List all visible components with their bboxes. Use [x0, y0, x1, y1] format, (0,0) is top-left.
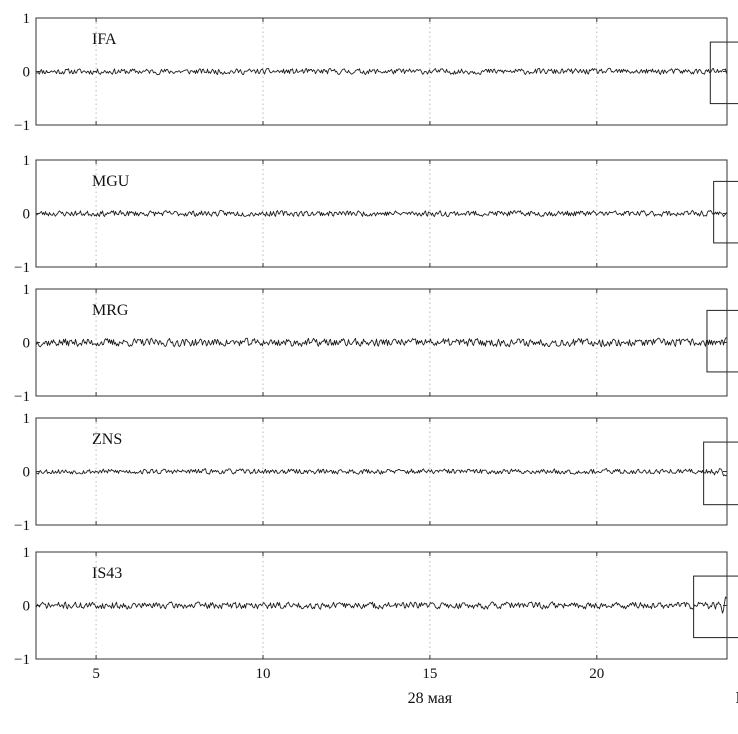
- x-tick-label: 20: [589, 666, 604, 682]
- y-tick-label: −1: [14, 652, 30, 668]
- x-axis-title: Время, ч: [736, 688, 738, 707]
- y-tick-label: 1: [23, 282, 31, 298]
- trace-zns: [36, 468, 727, 477]
- panel-frame: [35, 288, 728, 397]
- x-axis: 51015201611162128 мая29 маяВремя, ч: [92, 666, 738, 707]
- event-box-thin: [713, 180, 738, 244]
- trace-ifa: [36, 67, 727, 76]
- station-label: MGU: [92, 173, 130, 190]
- event-box-thin: [706, 309, 738, 373]
- trace-mrg: [36, 337, 727, 348]
- trace-mgu: [36, 209, 727, 218]
- station-label: ZNS: [92, 431, 122, 448]
- y-tick-label: −1: [14, 118, 30, 134]
- station-label: MRG: [92, 302, 129, 319]
- y-tick-label: 1: [23, 411, 31, 427]
- y-tick-label: 0: [23, 465, 31, 481]
- y-tick-label: −1: [14, 260, 30, 276]
- event-box-thin: [703, 441, 738, 506]
- date-label: 28 мая: [408, 690, 453, 707]
- x-tick-label: 15: [422, 666, 437, 682]
- panel-ifa: −1 0 1 IFA: [14, 11, 738, 134]
- y-tick-label: 1: [23, 545, 31, 561]
- y-tick-label: 0: [23, 207, 31, 223]
- panel-is43: −1 0 1 IS43: [14, 545, 738, 668]
- panel-frame: [35, 551, 728, 660]
- y-tick-label: 1: [23, 11, 31, 27]
- panel-mrg: −1 0 1 MRG: [14, 282, 738, 405]
- panel-zns: −1 0 1 ZNS: [14, 411, 738, 534]
- x-tick-label: 5: [92, 666, 100, 682]
- event-box-thin: [709, 41, 738, 105]
- trace-is43: [36, 596, 727, 614]
- y-tick-label: 1: [23, 153, 31, 169]
- y-tick-label: 0: [23, 65, 31, 81]
- panels-layer: −1 0 1 IFA −1 0 1 MGU −1 0 1 MRG −1 0 1 ZNS −1 0 1 IS43: [14, 11, 738, 668]
- y-tick-label: −1: [14, 389, 30, 405]
- station-label: IFA: [92, 31, 117, 48]
- panel-mgu: −1 0 1 MGU: [14, 153, 738, 276]
- y-tick-label: 0: [23, 599, 31, 615]
- x-tick-label: 10: [255, 666, 270, 682]
- station-label: IS43: [92, 565, 122, 582]
- y-tick-label: −1: [14, 518, 30, 534]
- y-tick-label: 0: [23, 336, 31, 352]
